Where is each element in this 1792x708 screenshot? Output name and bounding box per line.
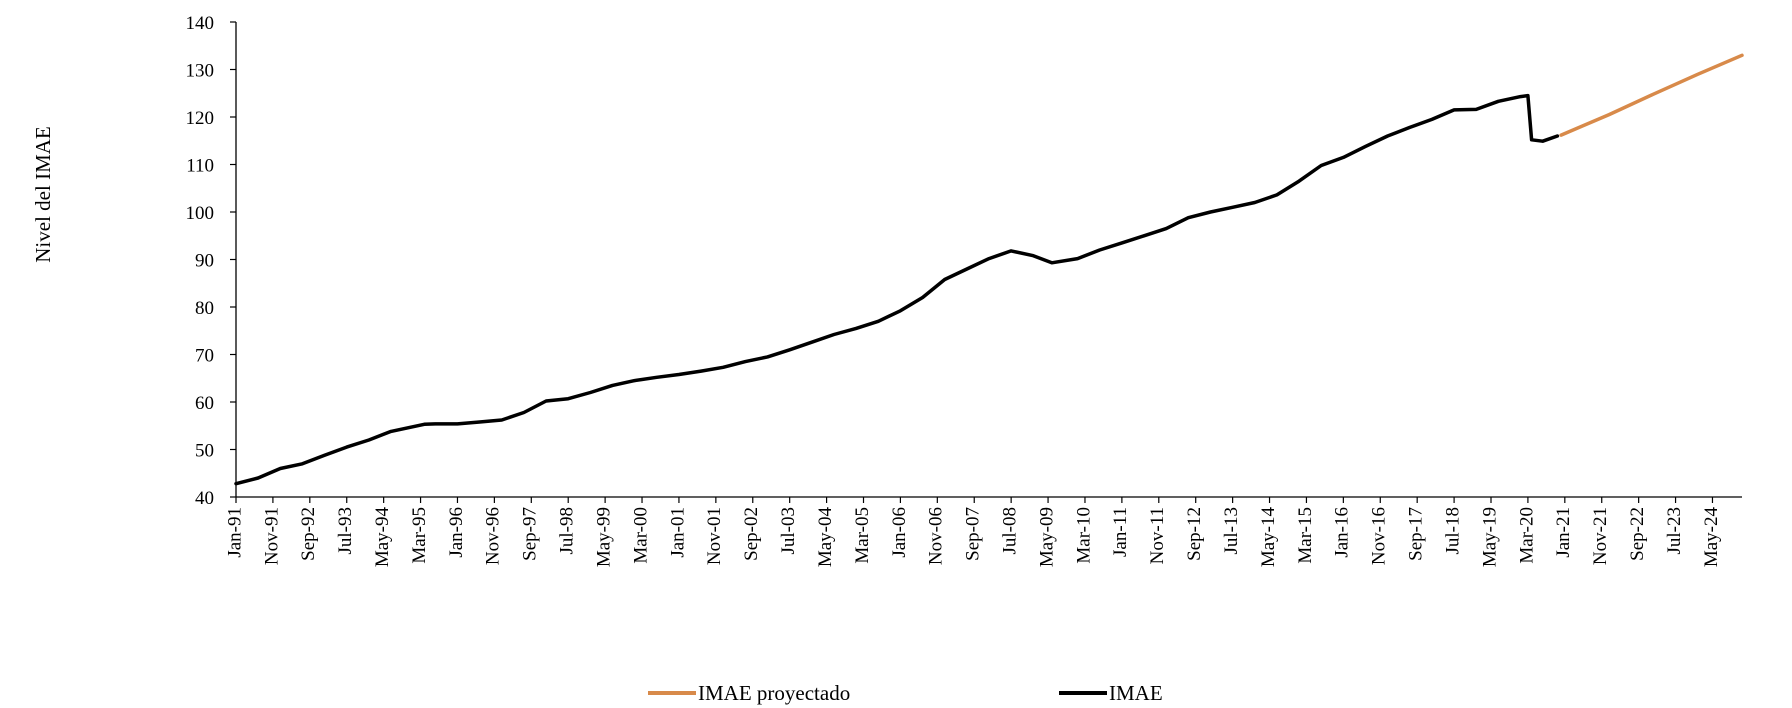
y-axis-title: Nivel del IMAE (31, 126, 55, 262)
x-tick-label: Mar-15 (1295, 507, 1316, 564)
x-tick-label: Nov-16 (1369, 507, 1390, 565)
x-tick-label: May-14 (1258, 507, 1279, 568)
y-tick-label: 110 (186, 156, 214, 177)
x-tick-label: Jul-08 (1000, 507, 1021, 555)
x-tick-label: Sep-02 (741, 507, 762, 561)
y-tick-label: 120 (186, 108, 215, 129)
x-tick-label: Sep-97 (520, 507, 541, 561)
x-tick-label: May-24 (1701, 507, 1722, 568)
y-tick-label: 60 (195, 393, 214, 414)
x-tick-label: May-04 (815, 507, 836, 568)
x-tick-label: Mar-10 (1073, 507, 1094, 564)
x-tick-label: May-19 (1479, 507, 1500, 567)
x-tick-label: Jul-18 (1442, 507, 1463, 555)
x-tick-label: Jul-98 (557, 507, 578, 555)
x-tick-label: May-09 (1036, 507, 1057, 567)
x-tick-label: Jan-11 (1110, 507, 1131, 557)
legend-item-imae-proyectado: IMAE proyectado (648, 681, 850, 705)
x-tick-label: Jan-96 (446, 507, 467, 558)
x-tick-label: Jul-23 (1664, 507, 1685, 555)
y-tick-label: 50 (195, 441, 214, 462)
x-tick-label: Mar-00 (630, 507, 651, 564)
legend-label-imae: IMAE (1109, 681, 1163, 705)
series-line-imae (234, 93, 1560, 486)
x-tick-label: Nov-21 (1590, 507, 1611, 565)
y-tick-label: 80 (195, 298, 214, 319)
x-tick-label: Sep-07 (963, 507, 984, 561)
x-tick-label: Jan-01 (667, 507, 688, 558)
x-tick-label: Sep-22 (1627, 507, 1648, 561)
x-tick-label: May-94 (372, 507, 393, 568)
y-tick-label: 70 (195, 346, 214, 367)
y-tick-label: 40 (195, 488, 214, 509)
series-lines (234, 53, 1744, 486)
x-tick-label: Sep-92 (298, 507, 319, 561)
x-tick-label: Sep-12 (1184, 507, 1205, 561)
y-tick-labels: 40 50 60 70 80 90 100 110 120 130 140 (186, 13, 236, 509)
series-line-imae-proyectado (1559, 53, 1744, 137)
y-tick-label: 90 (195, 251, 214, 272)
x-tick-label: Mar-05 (852, 507, 873, 564)
x-tick-label: Nov-96 (483, 507, 504, 565)
x-tick-label: Mar-20 (1516, 507, 1537, 564)
x-tick-labels: Jan-91 Nov-91 Sep-92 Jul-93 May-94 Mar-95 Jan-… (224, 497, 1722, 568)
legend: IMAE proyectado IMAE (648, 681, 1163, 705)
x-tick-label: Sep-17 (1406, 507, 1427, 561)
x-tick-label: Jan-91 (224, 507, 245, 558)
y-tick-label: 130 (186, 61, 215, 82)
x-tick-label: Nov-01 (704, 507, 725, 565)
y-tick-label: 140 (186, 13, 215, 34)
x-tick-label: Jul-03 (778, 507, 799, 555)
legend-label-imae-proyectado: IMAE proyectado (698, 681, 850, 705)
x-tick-label: Jan-21 (1553, 507, 1574, 558)
x-tick-label: Jul-13 (1221, 507, 1242, 555)
x-tick-label: Nov-91 (261, 507, 282, 565)
y-tick-label: 100 (186, 203, 215, 224)
x-tick-label: May-99 (593, 507, 614, 567)
x-tick-label: Nov-06 (926, 507, 947, 565)
x-tick-label: Nov-11 (1147, 507, 1168, 564)
x-tick-label: Jul-93 (335, 507, 356, 555)
x-tick-label: Jan-16 (1332, 507, 1353, 558)
legend-item-imae: IMAE (1059, 681, 1163, 705)
x-tick-label: Mar-95 (409, 507, 430, 564)
x-tick-label: Jan-06 (889, 507, 910, 558)
